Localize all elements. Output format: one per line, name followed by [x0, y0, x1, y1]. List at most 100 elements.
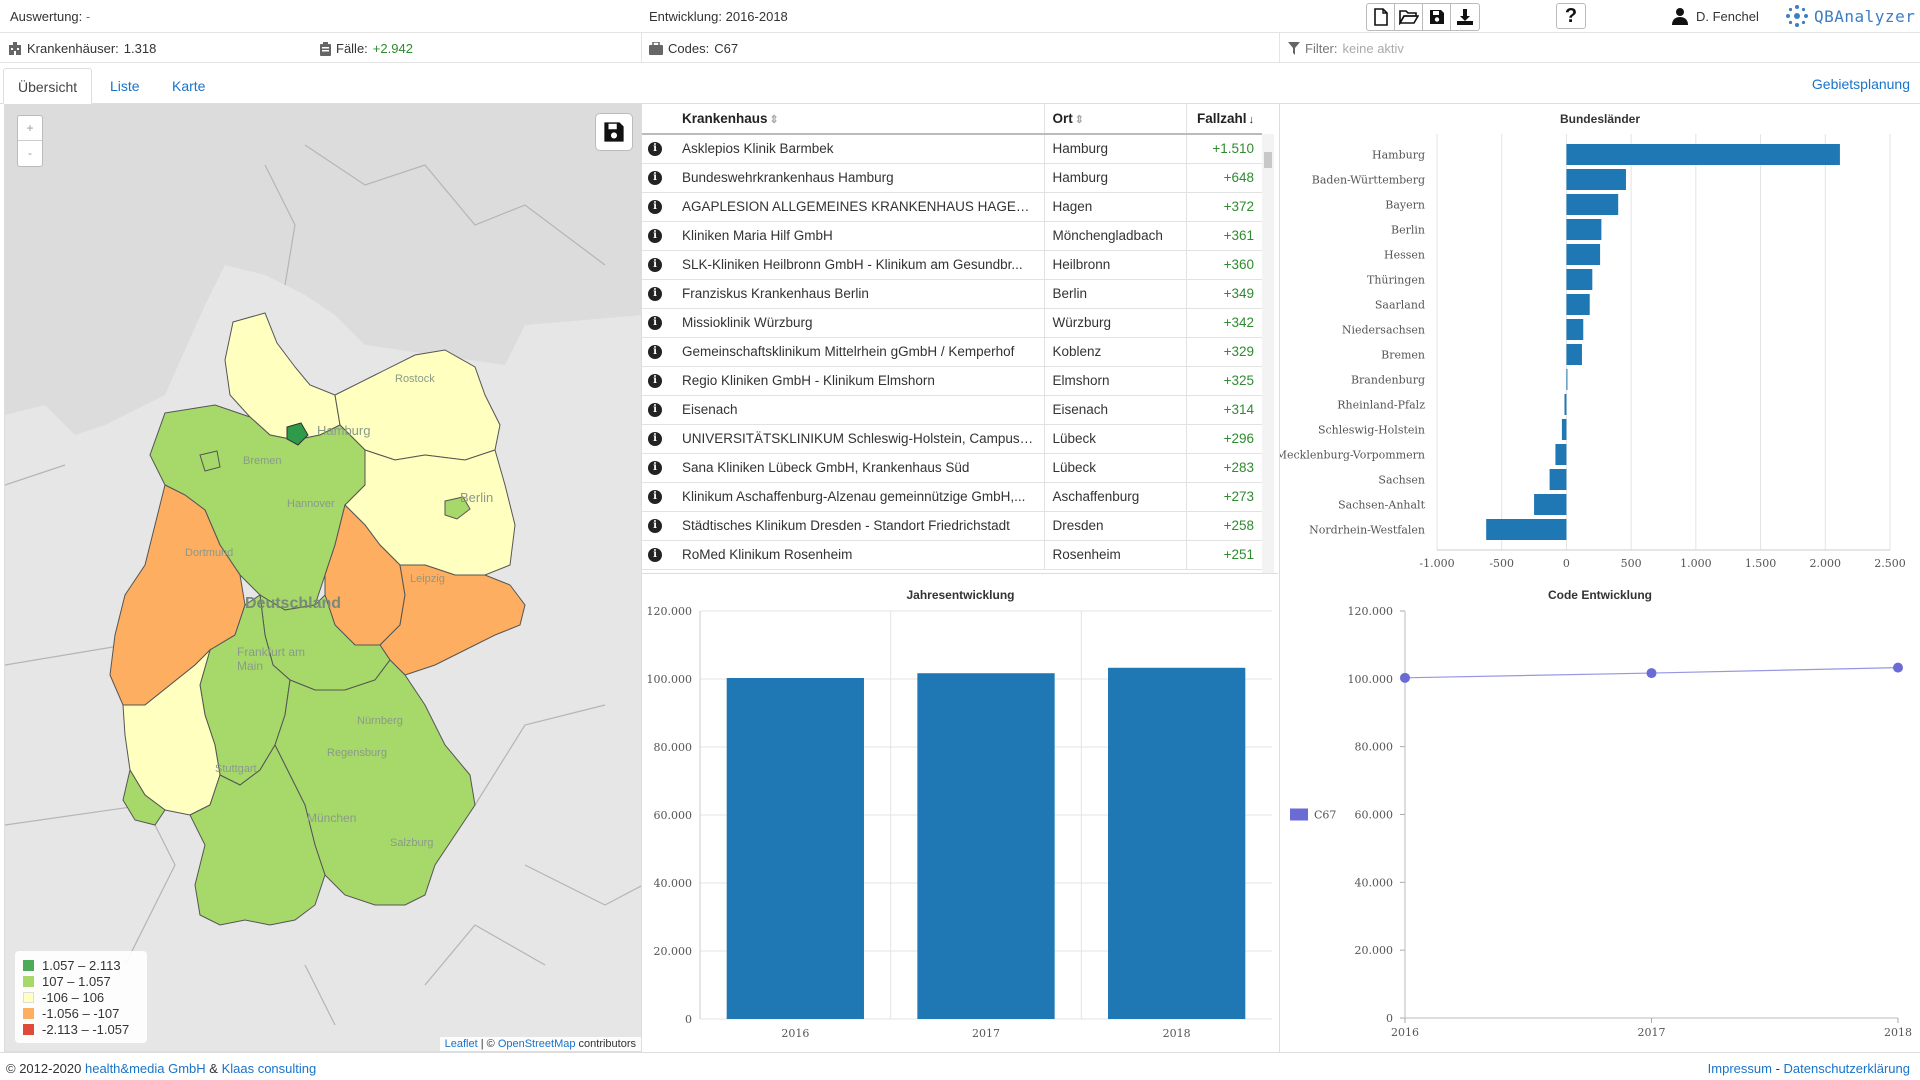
info-icon[interactable]: i: [648, 315, 662, 330]
ort-cell: Mönchengladbach: [1043, 221, 1186, 251]
help-button[interactable]: ?: [1556, 3, 1586, 29]
info-icon[interactable]: i: [648, 489, 662, 504]
info-icon[interactable]: i: [648, 170, 662, 185]
legend-swatch: [23, 1007, 34, 1019]
info-icon[interactable]: i: [648, 431, 662, 446]
info-icon[interactable]: i: [648, 460, 662, 475]
zoom-out-button[interactable]: -: [28, 146, 32, 160]
table-row[interactable]: i Franziskus Krankenhaus Berlin Berlin +349: [642, 279, 1262, 309]
info-cell[interactable]: i: [642, 453, 674, 483]
filter[interactable]: Filter: keine aktiv: [1288, 41, 1404, 56]
klaas-consulting-link[interactable]: Klaas consulting: [221, 1061, 317, 1076]
info-icon[interactable]: i: [648, 286, 662, 301]
info-icon[interactable]: i: [648, 228, 662, 243]
region-bremen[interactable]: [199, 450, 221, 472]
info-cell[interactable]: i: [642, 308, 674, 338]
column-header-krankenhaus[interactable]: Krankenhaus ⇕: [674, 104, 1044, 135]
table-row[interactable]: i Kliniken Maria Hilf GmbH Mönchengladbach…: [642, 221, 1262, 251]
datenschutz-link[interactable]: Datenschutzerklärung: [1783, 1061, 1910, 1076]
tab-liste[interactable]: Liste: [110, 78, 140, 94]
info-icon[interactable]: i: [648, 373, 662, 388]
table-row[interactable]: i SLK-Kliniken Heilbronn GmbH - Klinikum …: [642, 250, 1262, 280]
map-canvas[interactable]: [5, 105, 642, 1052]
column-header-fallzahl[interactable]: Fallzahl ↓: [1185, 104, 1262, 135]
chart-title: Code Entwicklung: [1547, 588, 1652, 602]
info-cell[interactable]: i: [642, 163, 674, 193]
y-category-label: Schleswig-Holstein: [1318, 424, 1425, 437]
osm-link[interactable]: OpenStreetMap: [497, 1038, 576, 1050]
healthmedia-link[interactable]: health&media GmbH: [84, 1061, 206, 1076]
footer-separator: -: [1771, 1061, 1784, 1076]
fallzahl-cell: +361: [1185, 221, 1262, 251]
table-row[interactable]: i AGAPLESION ALLGEMEINES KRANKENHAUS HAGE…: [642, 192, 1262, 222]
info-icon[interactable]: i: [648, 547, 662, 562]
table-row[interactable]: i Klinikum Aschaffenburg-Alzenau gemeinnü…: [642, 482, 1262, 512]
map-label-rostock: Rostock: [395, 373, 435, 385]
info-icon[interactable]: i: [648, 344, 662, 359]
info-cell[interactable]: i: [642, 482, 674, 512]
leaflet-link[interactable]: Leaflet: [444, 1038, 478, 1050]
ort-cell: Würzburg: [1043, 308, 1186, 338]
table-row[interactable]: i Gemeinschaftsklinikum Mittelrhein gGmbH…: [642, 337, 1262, 367]
ort-cell: Lübeck: [1043, 453, 1186, 483]
tab-karte[interactable]: Karte: [172, 78, 206, 94]
info-cell[interactable]: i: [642, 395, 674, 425]
table-row[interactable]: i Sana Kliniken Lübeck GmbH, Krankenhaus …: [642, 453, 1262, 483]
table-row[interactable]: i Regio Kliniken GmbH - Klinikum Elmshorn…: [642, 366, 1262, 396]
table-row[interactable]: i Eisenach Eisenach +314: [642, 395, 1262, 425]
region-baden-wuerttemberg[interactable]: [189, 743, 326, 926]
clipboard-icon: [320, 41, 331, 56]
info-cell[interactable]: i: [642, 279, 674, 309]
table-row[interactable]: i Asklepios Klinik Barmbek Hamburg +1.510: [642, 134, 1262, 164]
region-sachsen[interactable]: [379, 564, 526, 676]
open-folder-button[interactable]: [1395, 4, 1423, 30]
info-icon[interactable]: i: [648, 402, 662, 417]
info-cell[interactable]: i: [642, 192, 674, 222]
info-cell[interactable]: i: [642, 511, 674, 541]
y-tick-label: 40.000: [654, 877, 693, 890]
info-cell[interactable]: i: [642, 221, 674, 251]
new-file-icon: [1373, 8, 1388, 26]
region-berlin[interactable]: [444, 496, 471, 520]
region-hamburg[interactable]: [286, 422, 309, 446]
info-cell[interactable]: i: [642, 540, 674, 570]
table-scrollbar[interactable]: [1262, 134, 1274, 573]
legend-swatch: [23, 991, 34, 1003]
faelle-count: Fälle: +2.942: [320, 41, 413, 56]
map-label-regensburg: Regensburg: [327, 747, 387, 759]
table-row[interactable]: i RoMed Klinikum Rosenheim Rosenheim +251: [642, 540, 1262, 570]
map-save-button[interactable]: [595, 113, 633, 151]
scrollbar-thumb[interactable]: [1264, 152, 1272, 168]
download-icon: [1457, 9, 1473, 25]
info-cell[interactable]: i: [642, 250, 674, 280]
x-category-label: 2016: [781, 1027, 809, 1040]
ort-cell: Hamburg: [1043, 163, 1186, 193]
info-cell[interactable]: i: [642, 366, 674, 396]
info-icon[interactable]: i: [648, 199, 662, 214]
info-icon[interactable]: i: [648, 257, 662, 272]
map[interactable]: Rostock Hamburg Bremen Hannover Berlin D…: [4, 104, 642, 1052]
save-button[interactable]: [1423, 4, 1451, 30]
column-header-ort[interactable]: Ort ⇕: [1043, 104, 1186, 135]
new-file-button[interactable]: [1367, 4, 1395, 30]
map-label-leipzig: Leipzig: [410, 573, 445, 585]
region-saarland[interactable]: [122, 768, 166, 826]
info-icon[interactable]: i: [648, 518, 662, 533]
info-cell[interactable]: i: [642, 424, 674, 454]
map-label-berlin: Berlin: [460, 490, 494, 505]
zoom-in-button[interactable]: +: [18, 116, 42, 141]
table-row[interactable]: i Bundeswehrkrankenhaus Hamburg Hamburg +64…: [642, 163, 1262, 193]
region-mecklenburg-vorpommern[interactable]: [334, 349, 501, 461]
table-row[interactable]: i UNIVERSITÄTSKLINIKUM Schleswig-Holstein…: [642, 424, 1262, 454]
gebietsplanung-link[interactable]: Gebietsplanung: [1811, 76, 1910, 92]
user-menu[interactable]: D. Fenchel: [1672, 7, 1759, 25]
info-cell[interactable]: i: [642, 337, 674, 367]
tab-uebersicht[interactable]: Übersicht: [3, 68, 93, 104]
table-row[interactable]: i Missioklinik Würzburg Würzburg +342: [642, 308, 1262, 338]
info-icon[interactable]: i: [648, 141, 662, 156]
info-cell[interactable]: i: [642, 134, 674, 164]
impressum-link[interactable]: Impressum: [1707, 1061, 1772, 1076]
download-button[interactable]: [1451, 4, 1479, 30]
table-row[interactable]: i Städtisches Klinikum Dresden - Standort…: [642, 511, 1262, 541]
fallzahl-cell: +342: [1185, 308, 1262, 338]
